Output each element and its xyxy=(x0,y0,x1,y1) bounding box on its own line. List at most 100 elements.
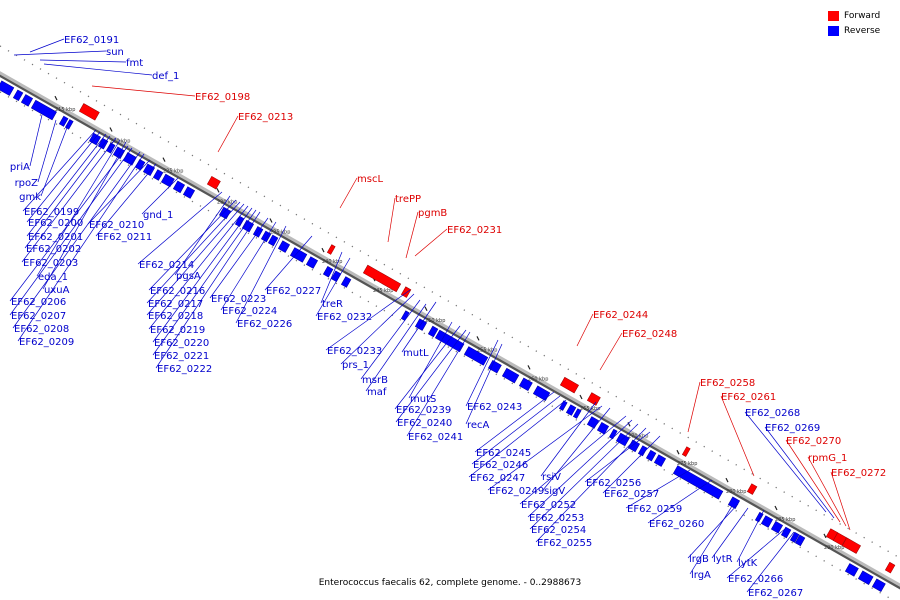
reverse-gene[interactable] xyxy=(160,173,175,188)
gene-label-mutl[interactable]: mutL xyxy=(403,348,429,359)
gene-label-ef62-0201[interactable]: EF62_0201 xyxy=(28,232,83,243)
gene-label-ef62-0268[interactable]: EF62_0268 xyxy=(745,408,800,419)
reverse-gene[interactable] xyxy=(780,526,792,539)
gene-label-sigv[interactable]: sigV xyxy=(544,486,565,497)
gene-label-ef62-0245[interactable]: EF62_0245 xyxy=(476,448,531,459)
gene-label-mscl[interactable]: mscL xyxy=(357,174,383,185)
gene-label-ef62-0239[interactable]: EF62_0239 xyxy=(396,405,451,416)
gene-label-ef62-0256[interactable]: EF62_0256 xyxy=(586,478,641,489)
reverse-gene[interactable] xyxy=(267,234,279,247)
forward-gene[interactable] xyxy=(681,446,691,457)
gene-label-ef62-0257[interactable]: EF62_0257 xyxy=(604,489,659,500)
gene-label-ef62-0249[interactable]: EF62_0249 xyxy=(489,486,544,497)
reverse-gene[interactable] xyxy=(487,359,502,374)
gene-label-ef62-0232[interactable]: EF62_0232 xyxy=(317,312,372,323)
gene-label-msrb[interactable]: msrB xyxy=(362,375,388,386)
forward-gene[interactable] xyxy=(362,264,402,293)
gene-label-ef62-0258[interactable]: EF62_0258 xyxy=(700,378,755,389)
forward-gene[interactable] xyxy=(746,483,758,495)
reverse-gene[interactable] xyxy=(637,445,648,457)
gene-label-def-1[interactable]: def_1 xyxy=(152,71,179,82)
forward-gene[interactable] xyxy=(841,537,861,554)
gene-label-trer[interactable]: treR xyxy=(322,299,343,310)
reverse-gene[interactable] xyxy=(30,99,57,121)
reverse-gene[interactable] xyxy=(234,215,245,227)
reverse-gene[interactable] xyxy=(871,578,886,592)
reverse-gene[interactable] xyxy=(586,416,600,429)
reverse-gene[interactable] xyxy=(20,94,34,107)
gene-label-ef62-0214[interactable]: EF62_0214 xyxy=(139,260,194,271)
reverse-gene[interactable] xyxy=(340,276,352,288)
gene-label-lrgb[interactable]: lrgB xyxy=(689,554,709,565)
gene-label-ef62-0210[interactable]: EF62_0210 xyxy=(89,220,144,231)
gene-label-ef62-0209[interactable]: EF62_0209 xyxy=(19,337,74,348)
gene-label-ef62-0266[interactable]: EF62_0266 xyxy=(728,574,783,585)
gene-label-ef62-0206[interactable]: EF62_0206 xyxy=(11,297,66,308)
gene-label-ef62-0269[interactable]: EF62_0269 xyxy=(765,423,820,434)
gene-label-ef62-0223[interactable]: EF62_0223 xyxy=(211,294,266,305)
reverse-gene[interactable] xyxy=(58,115,69,127)
gene-label-ef62-0240[interactable]: EF62_0240 xyxy=(397,418,452,429)
forward-gene[interactable] xyxy=(559,376,579,394)
gene-label-ef62-0261[interactable]: EF62_0261 xyxy=(721,392,776,403)
reverse-gene[interactable] xyxy=(427,325,439,338)
gene-label-pgmb[interactable]: pgmB xyxy=(418,208,447,219)
gene-label-ef62-0227[interactable]: EF62_0227 xyxy=(266,286,321,297)
gene-label-ef62-0220[interactable]: EF62_0220 xyxy=(154,338,209,349)
gene-label-ef62-0260[interactable]: EF62_0260 xyxy=(649,519,704,530)
reverse-gene[interactable] xyxy=(572,408,582,419)
reverse-gene[interactable] xyxy=(844,563,859,577)
gene-label-ef62-0211[interactable]: EF62_0211 xyxy=(97,232,152,243)
reverse-gene[interactable] xyxy=(727,496,741,510)
gene-label-gmk[interactable]: gmk xyxy=(19,192,41,203)
reverse-gene[interactable] xyxy=(596,421,610,435)
reverse-gene[interactable] xyxy=(105,142,116,154)
gene-label-gnd-1[interactable]: gnd_1 xyxy=(143,210,173,221)
gene-label-ef62-0207[interactable]: EF62_0207 xyxy=(11,311,66,322)
gene-label-ef62-0241[interactable]: EF62_0241 xyxy=(408,432,463,443)
gene-label-ef62-0217[interactable]: EF62_0217 xyxy=(148,299,203,310)
forward-gene[interactable] xyxy=(326,244,336,255)
gene-label-sun[interactable]: sun xyxy=(106,47,124,58)
gene-label-uxua[interactable]: uxuA xyxy=(44,285,70,296)
gene-label-lytr[interactable]: lytR xyxy=(713,554,733,565)
gene-label-ef62-0272[interactable]: EF62_0272 xyxy=(831,468,886,479)
gene-label-pgsa[interactable]: pgsA xyxy=(176,271,201,282)
gene-label-pria[interactable]: priA xyxy=(10,162,30,173)
gene-label-ef62-0213[interactable]: EF62_0213 xyxy=(238,112,293,123)
gene-label-fmt[interactable]: fmt xyxy=(126,58,143,69)
gene-label-ef62-0199[interactable]: EF62_0199 xyxy=(24,207,79,218)
reverse-gene[interactable] xyxy=(322,266,334,278)
gene-label-ef62-0226[interactable]: EF62_0226 xyxy=(237,319,292,330)
reverse-gene[interactable] xyxy=(608,428,618,440)
reverse-gene[interactable] xyxy=(789,531,800,543)
forward-gene[interactable] xyxy=(206,175,221,190)
gene-label-ef62-0243[interactable]: EF62_0243 xyxy=(467,402,522,413)
reverse-gene[interactable] xyxy=(289,247,308,263)
gene-label-ef62-0222[interactable]: EF62_0222 xyxy=(157,364,212,375)
gene-label-ef62-0219[interactable]: EF62_0219 xyxy=(150,325,205,336)
reverse-gene[interactable] xyxy=(501,367,520,384)
gene-label-ef62-0198[interactable]: EF62_0198 xyxy=(195,92,250,103)
reverse-gene[interactable] xyxy=(12,89,24,102)
forward-gene[interactable] xyxy=(832,532,847,546)
gene-label-ef62-0218[interactable]: EF62_0218 xyxy=(148,311,203,322)
forward-gene[interactable] xyxy=(884,561,896,574)
gene-label-trepp[interactable]: trePP xyxy=(395,194,421,205)
gene-label-muts[interactable]: mutS xyxy=(410,394,436,405)
gene-label-reca[interactable]: recA xyxy=(467,420,490,431)
gene-label-ef62-0254[interactable]: EF62_0254 xyxy=(531,525,586,536)
gene-label-lrga[interactable]: lrgA xyxy=(691,570,711,581)
gene-label-ef62-0247[interactable]: EF62_0247 xyxy=(470,473,525,484)
gene-label-eda-1[interactable]: eda_1 xyxy=(38,272,68,283)
gene-label-ef62-0244[interactable]: EF62_0244 xyxy=(593,310,648,321)
reverse-gene[interactable] xyxy=(558,400,568,411)
reverse-gene[interactable] xyxy=(152,169,164,181)
gene-label-ef62-0248[interactable]: EF62_0248 xyxy=(622,329,677,340)
reverse-gene[interactable] xyxy=(182,186,196,199)
gene-label-ef62-0246[interactable]: EF62_0246 xyxy=(473,460,528,471)
forward-gene[interactable] xyxy=(78,103,100,121)
reverse-gene[interactable] xyxy=(653,454,667,467)
reverse-gene[interactable] xyxy=(172,180,186,194)
gene-label-ef62-0270[interactable]: EF62_0270 xyxy=(786,436,841,447)
